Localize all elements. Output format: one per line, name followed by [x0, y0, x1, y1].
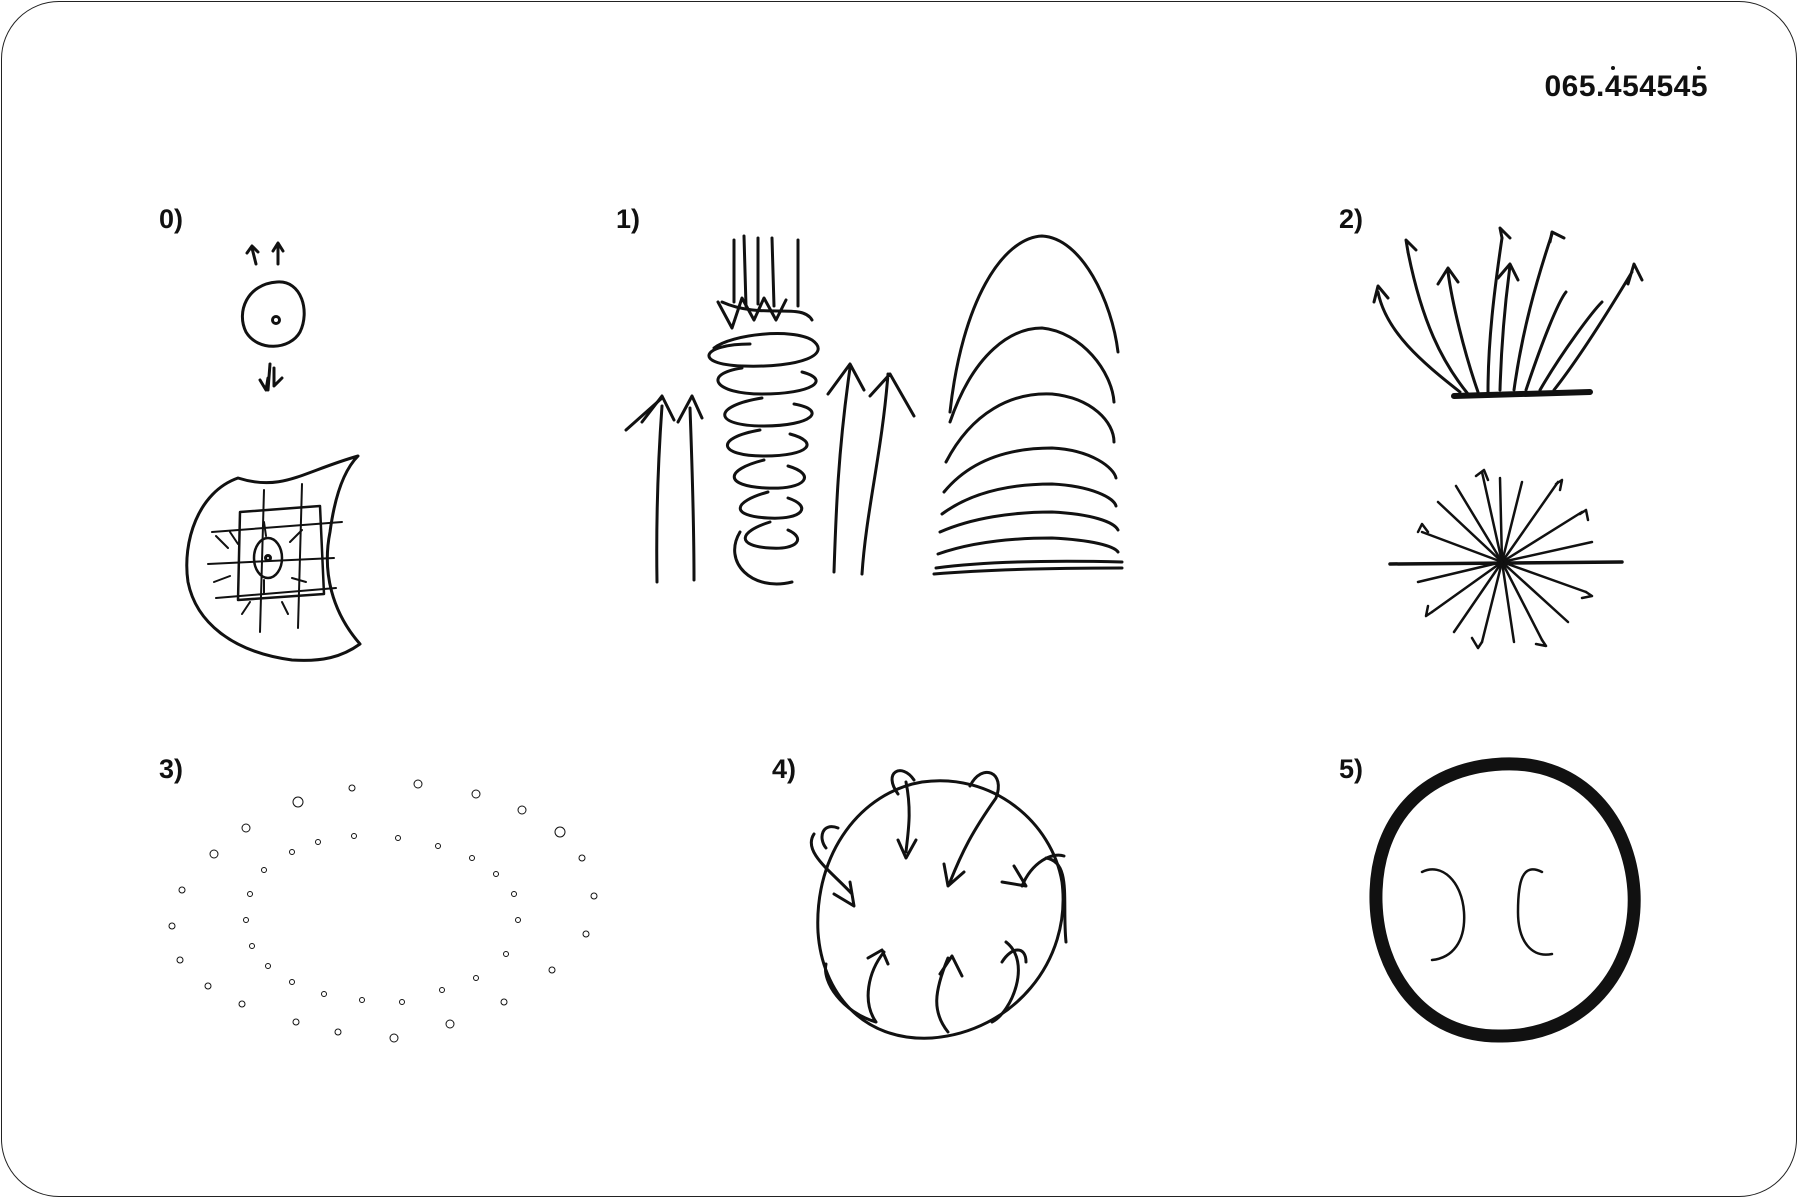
code-digit: 4: [1639, 70, 1657, 103]
panel-label-0: 0): [159, 204, 184, 234]
code-digit: 5: [1690, 66, 1708, 103]
panel-label-4: 4): [772, 754, 797, 784]
sketch-nested-arches: [932, 234, 1124, 576]
sketch-crescent-cell: [185, 454, 362, 662]
code-prefix: 065.: [1544, 70, 1605, 103]
code-digit: 5: [1622, 70, 1640, 103]
sketch-spiral-updraft: [624, 234, 916, 586]
panel-label-1: 1): [616, 204, 641, 234]
sketch-fountain: [1372, 226, 1644, 399]
code-number: 065.454545: [1544, 66, 1708, 104]
sketch-face-circle: [1369, 757, 1641, 1043]
code-digit: 5: [1656, 70, 1674, 103]
panel-label-5: 5): [1339, 754, 1364, 784]
code-digit: 4: [1604, 66, 1623, 103]
sketch-dotted-ellipses: [168, 779, 598, 1043]
sketch-circle-inward-arrows: [809, 769, 1068, 1040]
sketch-radial-burst: [1388, 468, 1624, 650]
sketch-cell-with-arrows: [241, 241, 306, 392]
panel-label-2: 2): [1339, 204, 1364, 234]
panel-label-3: 3): [159, 754, 184, 784]
code-digit: 4: [1673, 70, 1691, 103]
